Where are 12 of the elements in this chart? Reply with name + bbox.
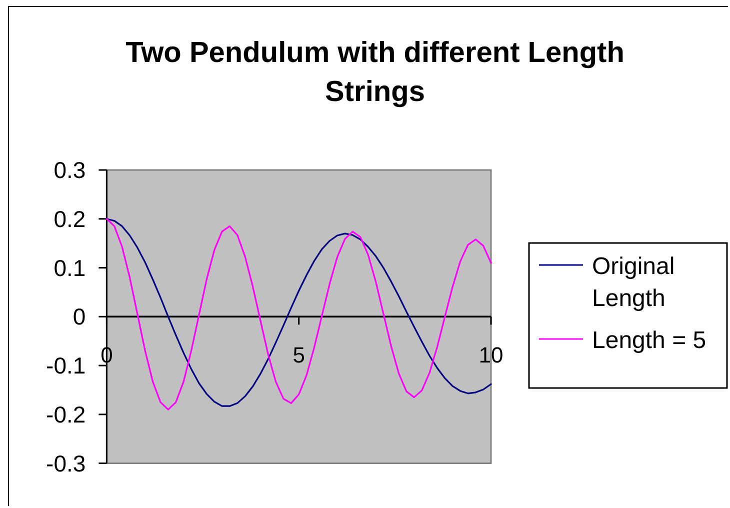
y-tick-label: -0.2 [46,401,86,428]
y-tick-label: -0.3 [46,450,86,476]
x-tick-label: 5 [292,342,305,368]
y-tick-label: -0.1 [46,352,86,379]
y-tick-label: 0.3 [54,157,86,184]
y-tick-label: 0.1 [54,254,86,281]
y-tick-label: 0.2 [54,206,86,232]
x-tick-label: 10 [478,342,504,368]
legend-label: Length = 5 [592,327,706,354]
chart-title: Two Pendulum with different Length Strings [126,37,624,108]
y-tick-label: 0 [72,304,86,330]
legend-label: Original Length [592,253,675,312]
